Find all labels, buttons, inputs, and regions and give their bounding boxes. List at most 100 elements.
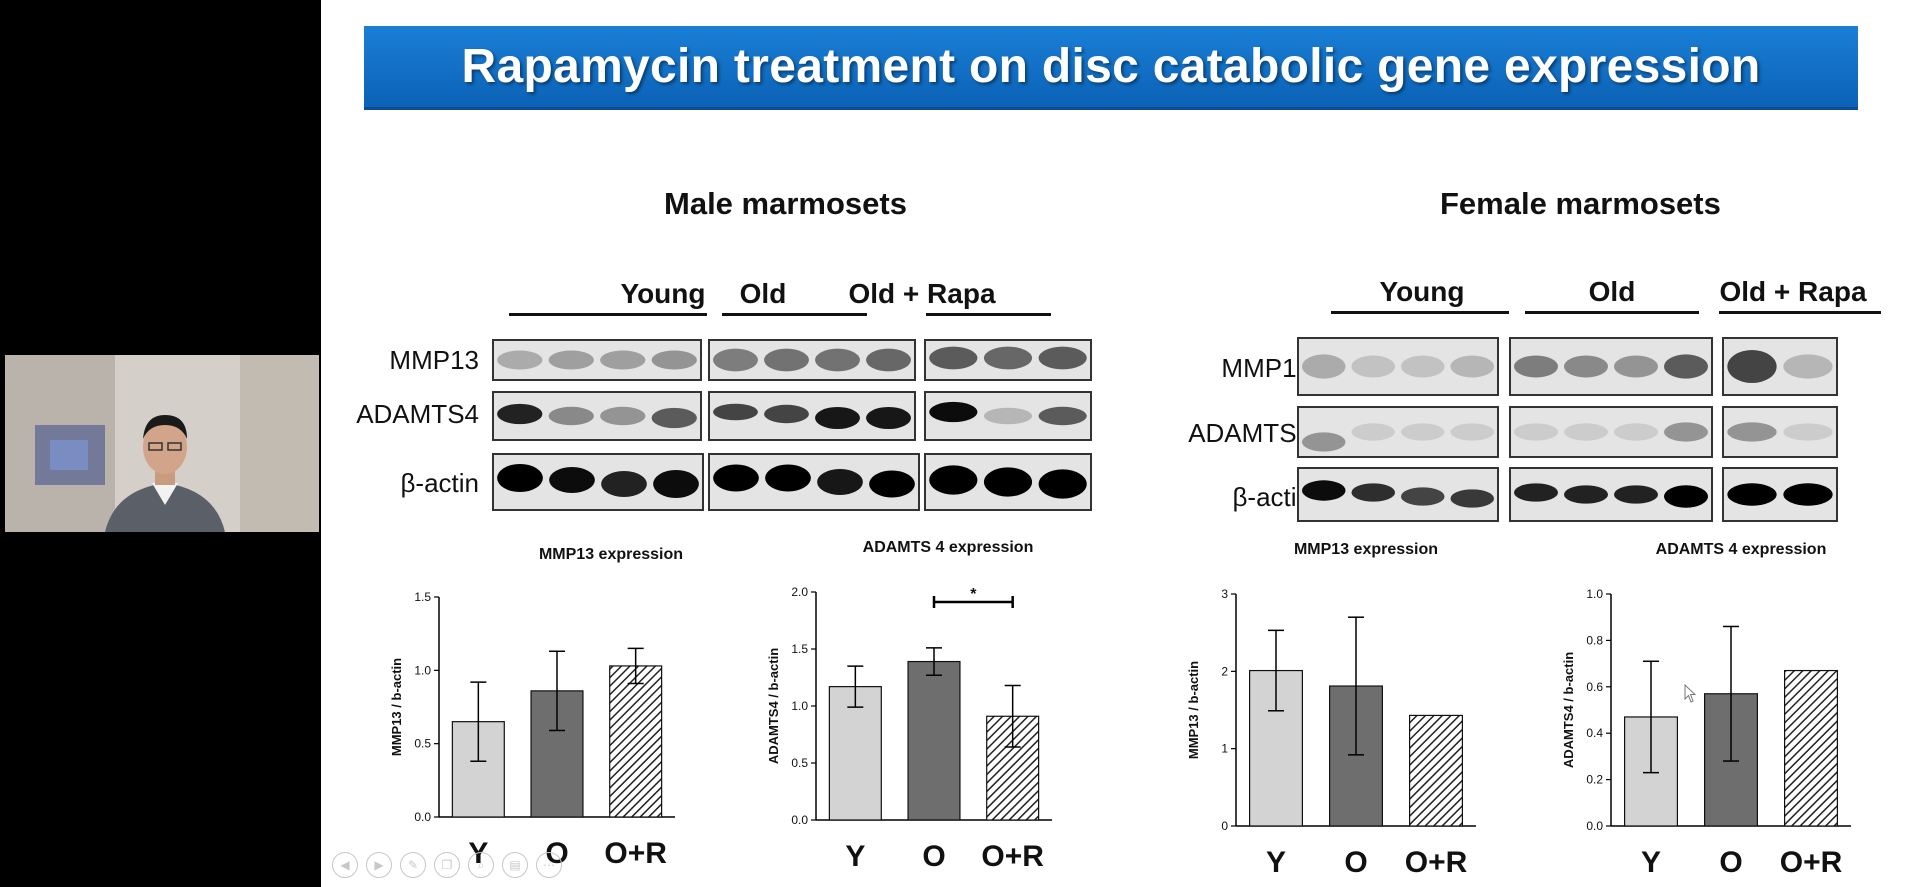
y-axis-label: ADAMTS4 / b-actin: [1561, 652, 1576, 768]
x-category-label: O: [1344, 846, 1367, 879]
male-lane-old: Old: [739, 278, 787, 309]
x-category-label: Y: [845, 840, 865, 873]
copy-icon[interactable]: ❐: [434, 852, 460, 878]
female-lane-old-rapa: Old + Rapa: [1719, 276, 1867, 307]
y-tick-label: 0.4: [1586, 726, 1603, 740]
prev-icon[interactable]: ◀: [332, 852, 358, 878]
more-icon[interactable]: ⋯: [536, 852, 562, 878]
mouse-cursor-icon: [1684, 684, 1697, 703]
y-tick-label: 1.0: [414, 663, 431, 677]
female-blot-mmp13-rapa: [1722, 337, 1838, 396]
presenter-toolbar: ◀ ▶ ✎ ❐ ⌕ ▤ ⋯: [332, 852, 562, 880]
bar-O+R: [1409, 714, 1464, 827]
x-category-label: O+R: [1405, 846, 1468, 879]
male-blot-adamts4-old: [708, 391, 916, 441]
male-lane-old-rapa: Old + Rapa: [848, 278, 996, 309]
error-bar-O+R: [627, 647, 644, 685]
male-blot-label-adamts4: ADAMTS4: [356, 399, 479, 429]
error-bar-O+R: [1004, 684, 1021, 748]
female-blot-adamts4-young: [1297, 406, 1499, 458]
error-bar-O: [926, 647, 942, 676]
chart-svg: 0 1 2 3 MMP13 / b-actin Y O O+R: [1186, 587, 1476, 879]
y-tick-label: 0.0: [1586, 819, 1603, 833]
male-blot-beta-actin-rapa: [924, 453, 1092, 511]
y-tick-label: 3: [1221, 587, 1228, 601]
error-bar-O: [549, 650, 565, 732]
y-axis-label: MMP13 / b-actin: [1186, 661, 1201, 759]
error-bar-Y: [1643, 660, 1659, 774]
slide-title: Rapamycin treatment on disc catabolic ge…: [461, 40, 1761, 93]
significance-star: *: [970, 586, 977, 603]
y-tick-label: 1.0: [791, 699, 808, 713]
error-bar-Y: [847, 665, 864, 708]
female-lane-old-rapa-line: [1719, 311, 1881, 314]
y-axis-label: ADAMTS4 / b-actin: [766, 648, 781, 764]
x-category-label: Y: [1266, 846, 1286, 879]
female-blot-mmp13-young: [1297, 337, 1499, 396]
x-category-label: O: [922, 840, 945, 873]
bar-O: [907, 660, 961, 821]
chart-title-female-mmp13: MMP13 expression: [1293, 541, 1439, 558]
subtitles-icon[interactable]: ▤: [502, 852, 528, 878]
bar-O+R: [609, 665, 663, 818]
y-tick-label: 0.8: [1586, 633, 1603, 647]
male-blot-label-beta-actin: β-actin: [400, 468, 479, 498]
y-tick-label: 1.0: [1586, 587, 1603, 601]
female-lane-old-line: [1525, 311, 1699, 314]
error-bar-O: [1348, 616, 1364, 756]
chart-title-female-adamts4: ADAMTS 4 expression: [1655, 541, 1827, 558]
female-blot-mmp13-old: [1509, 337, 1713, 396]
male-blot-label-mmp13: MMP13: [389, 345, 479, 375]
x-category-label: O+R: [981, 840, 1044, 873]
male-blot-mmp13-rapa: [924, 339, 1092, 381]
male-lane-young: Young: [620, 278, 706, 309]
next-icon[interactable]: ▶: [366, 852, 392, 878]
error-bar-Y: [1268, 629, 1284, 712]
x-category-label: O: [1719, 846, 1742, 879]
female-lane-young-line: [1331, 311, 1509, 314]
female-lane-young: Young: [1379, 276, 1465, 307]
y-tick-label: 1.5: [791, 642, 808, 656]
male-lane-young-line: [509, 313, 707, 316]
y-axis-label: MMP13 / b-actin: [389, 658, 404, 756]
female-blot-adamts4-old: [1509, 406, 1713, 458]
male-blot-adamts4-young: [492, 391, 702, 441]
y-tick-label: 0.2: [1586, 773, 1603, 787]
female-lane-old: Old: [1588, 276, 1636, 307]
x-category-label: Y: [1641, 846, 1661, 879]
x-category-label: O+R: [604, 837, 667, 870]
zoom-icon[interactable]: ⌕: [468, 852, 494, 878]
male-blot-beta-actin-young: [492, 453, 704, 511]
presentation-slide: Rapamycin treatment on disc catabolic ge…: [321, 0, 1920, 887]
chart-male-adamts4: 0.0 0.5 1.0 1.5 2.0 ADAMTS4 / b-actin Y O O+R *: [756, 580, 1062, 887]
error-bar-O: [1723, 625, 1739, 762]
chart-title-male-adamts4: ADAMTS 4 expression: [862, 539, 1034, 556]
female-panel-heading: Female marmosets: [1440, 186, 1721, 221]
pen-icon[interactable]: ✎: [400, 852, 426, 878]
female-blot-label-adamts4: ADAMTS4: [1188, 418, 1311, 448]
error-bar-Y: [470, 681, 487, 763]
male-blot-adamts4-rapa: [924, 391, 1092, 441]
male-lane-old-rapa-line: [926, 313, 1051, 316]
female-blot-label-mmp13: MMP13: [1221, 353, 1311, 383]
male-lane-old-line: [722, 313, 867, 316]
chart-title-male-mmp13: MMP13 expression: [538, 546, 684, 563]
y-tick-label: 1: [1221, 742, 1228, 756]
slide-title-banner: Rapamycin treatment on disc catabolic ge…: [364, 26, 1858, 110]
female-blot-label-beta-actin: β-actin: [1232, 482, 1311, 512]
male-panel-heading: Male marmosets: [664, 186, 907, 221]
chart-svg: 0.0 0.2 0.4 0.6 0.8 1.0 ADAMTS4 / b-actin Y O O+R: [1561, 587, 1851, 879]
chart-male-mmp13: 0.0 0.5 1.0 1.5 MMP13 / b-actin Y O O+R: [379, 585, 685, 887]
y-tick-label: 1.5: [414, 590, 431, 604]
female-blot-beta-actin-old: [1509, 467, 1713, 522]
chart-svg: 0.0 0.5 1.0 1.5 2.0 ADAMTS4 / b-actin Y O O+R *: [766, 585, 1052, 873]
bar-Y: [828, 686, 882, 821]
presenter-sidebar: [0, 0, 321, 887]
y-tick-label: 0: [1221, 819, 1228, 833]
y-tick-label: 0.0: [791, 813, 808, 827]
male-blot-beta-actin-old: [708, 453, 920, 511]
presenter-webcam-video: [5, 355, 319, 532]
y-tick-label: 0.6: [1586, 680, 1603, 694]
significance-bracket: [932, 596, 1014, 608]
